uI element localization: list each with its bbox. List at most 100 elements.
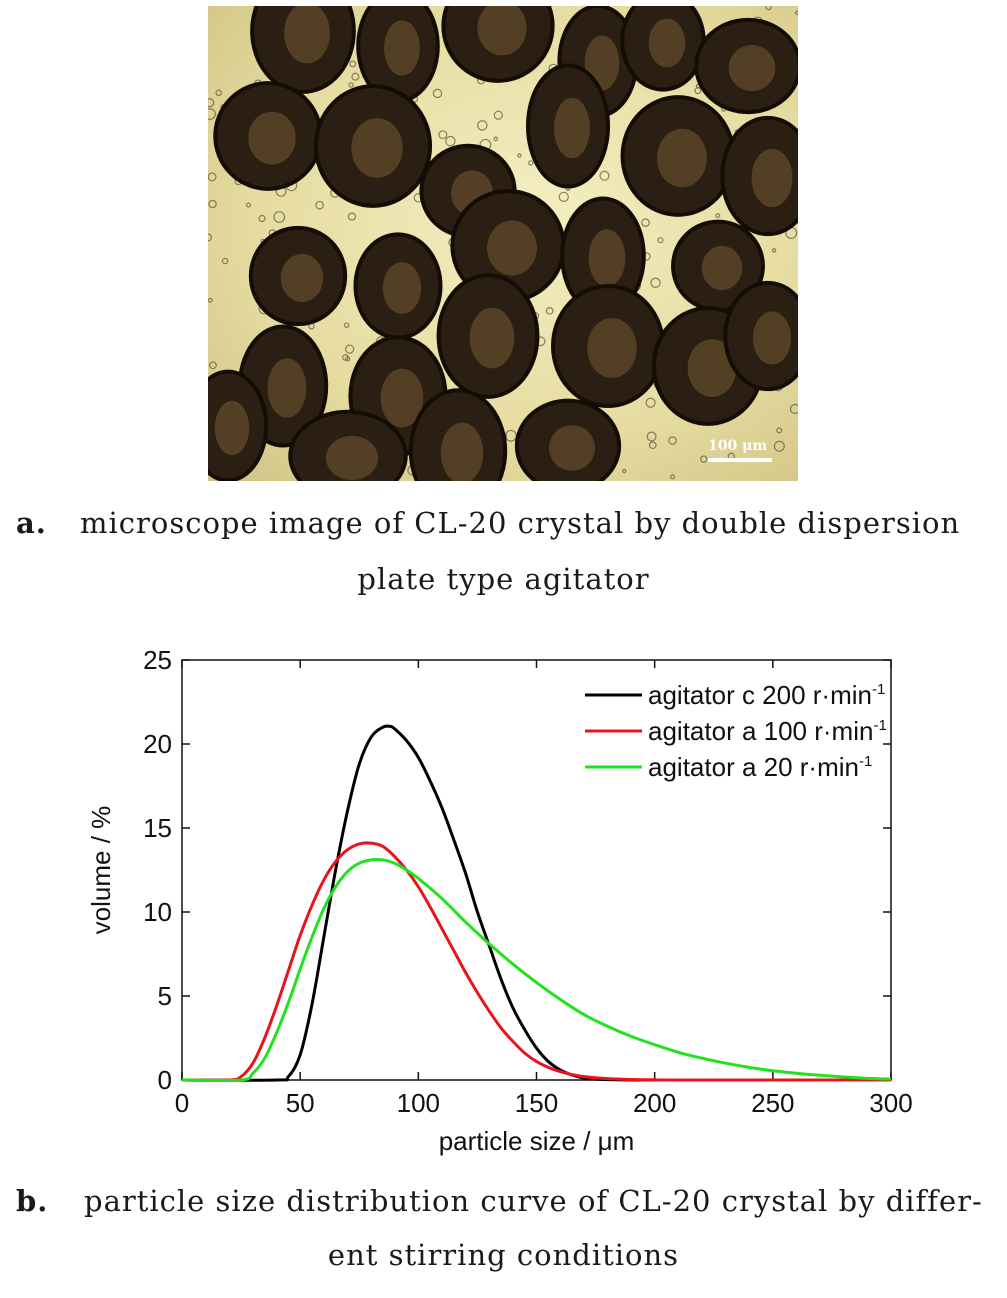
series-line-1 — [181, 841, 892, 1082]
caption-b-line2: ent stirring conditions — [327, 1238, 680, 1272]
small-particle — [645, 397, 656, 408]
small-particle — [347, 212, 357, 221]
x-tick-label: 250 — [751, 1088, 794, 1118]
small-particle — [342, 354, 349, 361]
y-tick-label: 5 — [158, 981, 172, 1011]
small-particle — [648, 441, 657, 450]
caption-b-line1: particle size distribution curve of CL-2… — [84, 1184, 983, 1218]
crystal-facet — [588, 229, 626, 287]
small-particle — [208, 233, 213, 242]
small-particle — [208, 108, 216, 120]
small-particle — [477, 120, 488, 131]
small-particle — [771, 248, 777, 253]
crystal-facet — [701, 245, 743, 291]
crystal-facet — [752, 311, 792, 365]
small-particle — [215, 89, 222, 97]
small-particle — [517, 153, 522, 158]
legend-label-text: agitator a 20 r·min — [648, 752, 859, 782]
crystal-facet — [384, 20, 420, 76]
y-tick-label: 15 — [143, 813, 172, 843]
small-particle — [208, 297, 213, 303]
small-particle — [493, 136, 499, 142]
small-particle — [208, 172, 217, 182]
small-particle — [348, 82, 354, 88]
legend-label: agitator a 20 r·min-1 — [648, 752, 872, 782]
crystal-facet — [553, 97, 591, 159]
small-particle — [641, 218, 650, 228]
small-particle — [715, 213, 721, 219]
legend-label-superscript: -1 — [859, 753, 872, 770]
crystal-facet — [248, 111, 296, 165]
crystal-facet — [267, 358, 307, 418]
y-tick-label: 25 — [143, 645, 172, 675]
x-tick-label: 300 — [869, 1088, 912, 1118]
small-particle — [344, 344, 355, 354]
caption-a-line1: microscope image of CL-20 crystal by dou… — [80, 506, 961, 540]
x-tick-label: 50 — [286, 1088, 315, 1118]
particle-size-chart: 0 50 100 150 200 250 300 0 5 10 15 20 25 agitator c … — [86, 645, 913, 1156]
small-particle — [208, 199, 217, 209]
small-particle — [343, 322, 350, 328]
small-particle — [670, 474, 676, 480]
crystal-facet — [280, 253, 324, 303]
crystal-facet — [477, 6, 527, 56]
small-particle — [700, 455, 708, 463]
caption-a-tag: a. — [16, 506, 47, 540]
y-axis-label: volume / % — [86, 806, 116, 935]
small-particle — [794, 10, 798, 15]
small-particle — [599, 170, 610, 181]
small-particle — [349, 60, 357, 68]
small-particle — [208, 98, 215, 108]
small-particle — [351, 72, 360, 81]
small-particle — [245, 202, 252, 208]
x-axis-label: particle size / μm — [439, 1126, 635, 1156]
x-tick-label: 0 — [175, 1088, 189, 1118]
small-particle — [528, 160, 534, 166]
crystal-facet — [284, 6, 330, 64]
crystal-facet — [351, 118, 403, 178]
legend-label-text: agitator c 200 r·min — [648, 680, 872, 710]
small-particle — [445, 135, 456, 147]
caption-a-line2: plate type agitator — [357, 562, 650, 596]
crystal-facet — [440, 422, 484, 481]
crystal-facet — [648, 18, 686, 68]
small-particle — [657, 237, 664, 244]
small-particle — [315, 200, 324, 210]
small-particle — [221, 257, 229, 265]
crystal-facet — [687, 339, 737, 397]
scale-bar-label: 100 μm — [708, 438, 768, 454]
microscope-image: 100 μm — [208, 6, 798, 481]
crystal-micrograph — [208, 6, 798, 481]
small-particle — [432, 88, 443, 99]
small-particle — [668, 436, 677, 445]
crystal-facet — [587, 317, 637, 379]
crystal-facet — [728, 44, 776, 92]
small-particle — [650, 277, 661, 289]
series-line-2 — [181, 858, 892, 1082]
small-particle — [504, 429, 517, 442]
scale-bar — [708, 458, 772, 462]
crystal-facet — [751, 148, 793, 208]
legend-label: agitator a 100 r·min-1 — [648, 716, 887, 746]
small-particle — [622, 468, 627, 474]
crystal-facet — [657, 128, 707, 188]
x-tick-label: 100 — [397, 1088, 440, 1118]
y-tick-label: 0 — [158, 1065, 172, 1095]
x-tick-label: 200 — [633, 1088, 676, 1118]
legend-label-superscript: -1 — [872, 681, 885, 698]
crystal-facet — [469, 307, 515, 369]
legend-label: agitator c 200 r·min-1 — [648, 680, 885, 710]
small-particle — [765, 6, 772, 11]
small-particle — [438, 130, 448, 140]
crystal-facet — [382, 262, 422, 314]
small-particle — [493, 110, 503, 120]
small-particle — [209, 361, 217, 370]
y-tick-label: 10 — [143, 897, 172, 927]
crystal-facet — [380, 368, 424, 428]
crystal-facet — [486, 220, 538, 276]
small-particle — [789, 403, 798, 415]
legend-label-superscript: -1 — [873, 717, 886, 734]
crystal-facet — [548, 425, 596, 471]
crystal-facet — [326, 435, 378, 481]
small-particle — [545, 307, 554, 315]
